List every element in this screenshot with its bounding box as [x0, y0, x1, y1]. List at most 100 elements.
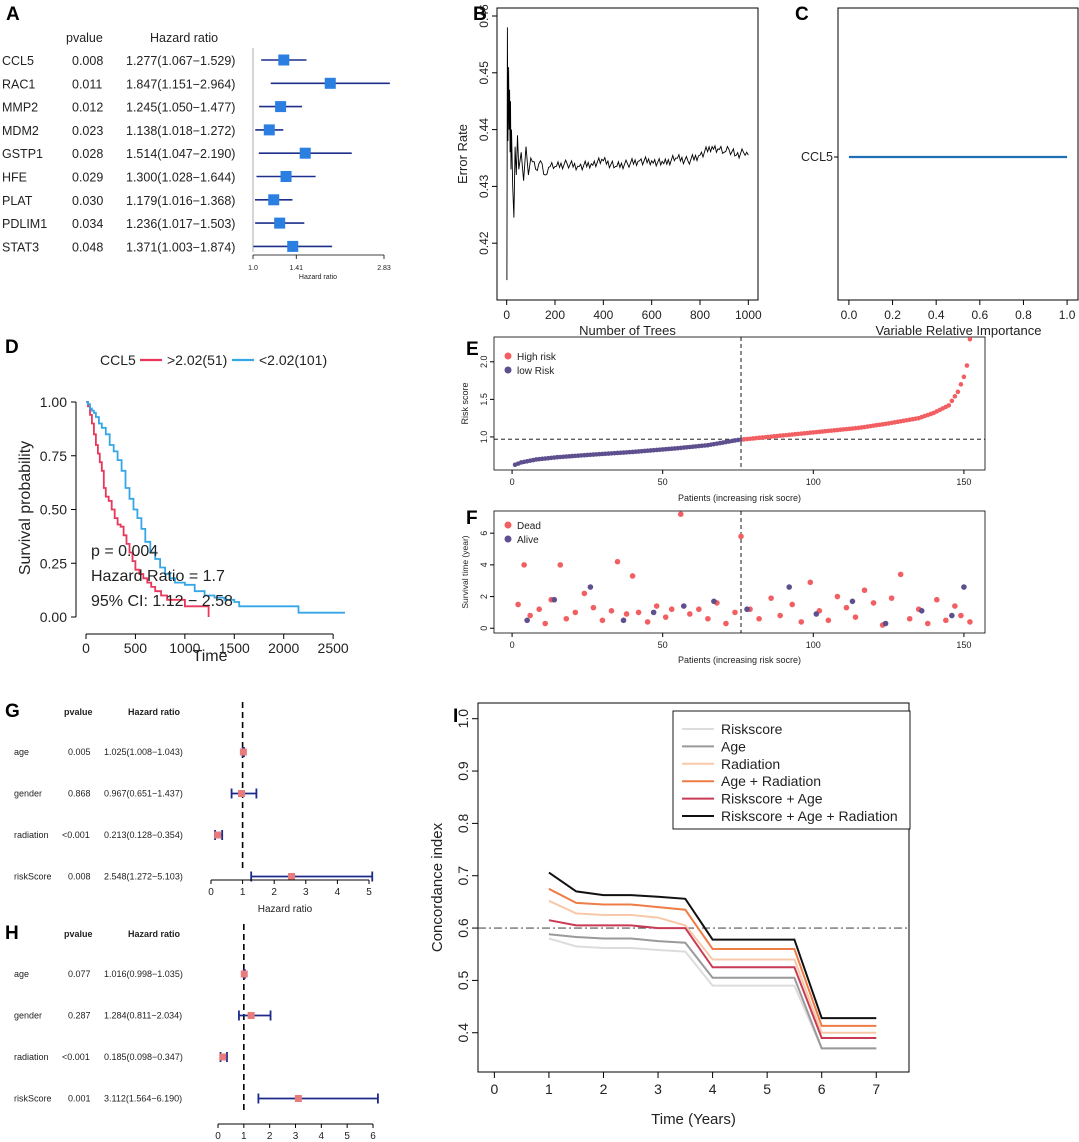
d-x-tick-label: 1500	[219, 640, 250, 656]
c-x-tick-label: 0.8	[1015, 308, 1032, 322]
i-y-tick-label: 0.6	[455, 918, 471, 938]
h-hr-header: Hazard ratio	[128, 929, 181, 939]
e-y-tick-label: 1.5	[479, 393, 489, 406]
h-x-tick-label: 4	[319, 1131, 325, 1142]
f-y-tick-label: 4	[479, 562, 489, 567]
a-row-label: MMP2	[2, 101, 38, 115]
d-x-tick-label: 2500	[318, 640, 349, 656]
f-dead-point	[834, 593, 841, 600]
i-y-tick-label: 0.9	[455, 761, 471, 781]
f-dead-point	[870, 600, 877, 606]
f-alive-point	[680, 603, 687, 609]
a-row-hr-text: 1.138(1.018−1.272)	[126, 124, 235, 138]
panel-letter-f: F	[466, 508, 478, 529]
i-series-line	[548, 887, 877, 1027]
panel-letter-e: E	[466, 339, 479, 360]
f-dead-point	[777, 612, 783, 619]
b-y-tick-label: 0.45	[477, 61, 491, 85]
e-x-tick-label: 100	[806, 477, 821, 487]
e-legend-label: low Risk	[517, 366, 555, 377]
i-x-tick-label: 1	[545, 1081, 553, 1097]
f-dead-point	[789, 601, 796, 608]
f-dead-point	[861, 587, 868, 594]
d-legend-label-low: <2.02(101)	[259, 352, 327, 368]
f-dead-point	[557, 562, 564, 568]
f-legend-label: Alive	[517, 535, 539, 546]
f-dead-point	[608, 608, 615, 614]
f-alive-point	[813, 611, 820, 617]
a-row-pvalue: 0.028	[72, 147, 103, 161]
f-alive-point	[551, 596, 558, 603]
d-annotation: p = 0.004	[91, 543, 158, 560]
i-y-tick-label: 1.0	[455, 709, 471, 729]
d-legend-label-high: >2.02(51)	[167, 352, 227, 368]
panel-letter-h: H	[5, 923, 19, 944]
g-row-label: gender	[14, 789, 42, 799]
h-row-pvalue: <0.001	[62, 1052, 90, 1062]
h-hr-marker	[247, 1012, 255, 1019]
e-risk-point	[949, 398, 955, 404]
g-x-tick-label: 0	[208, 887, 214, 898]
f-dead-point	[653, 603, 660, 609]
a-row-hr-text: 1.179(1.016−1.368)	[126, 194, 235, 208]
h-row-hr-text: 1.284(0.811−2.034)	[104, 1011, 182, 1021]
f-dead-point	[542, 620, 549, 627]
c-plot-frame	[837, 7, 1079, 301]
a-row-label: MDM2	[2, 124, 39, 138]
f-dead-point	[943, 617, 949, 624]
e-y-tick-label: 1.0	[479, 431, 489, 444]
e-x-tick-label: 150	[956, 477, 971, 487]
f-dead-point	[614, 558, 621, 565]
h-x-tick-label: 1	[241, 1131, 247, 1142]
f-dead-point	[705, 615, 711, 622]
panel-letter-g: G	[5, 701, 20, 722]
g-row-pvalue: 0.008	[68, 872, 91, 882]
c-x-axis-label: Variable Relative Importance	[876, 323, 1042, 338]
a-hr-marker	[263, 124, 275, 136]
a-row-pvalue: 0.023	[72, 124, 103, 138]
a-row-pvalue: 0.012	[72, 101, 103, 115]
g-x-axis-label: Hazard ratio	[258, 904, 313, 915]
d-annotation: 95% CI: 1.12 − 2.58	[91, 593, 233, 610]
a-hr-marker	[275, 101, 287, 113]
f-dead-point	[527, 612, 533, 619]
panel-letter-i: I	[453, 706, 458, 727]
g-x-tick-label: 5	[366, 887, 372, 898]
g-x-tick-label: 1	[240, 887, 246, 898]
f-alive-point	[744, 606, 750, 613]
a-row-label: GSTP1	[2, 147, 43, 161]
f-alive-point	[524, 617, 530, 624]
d-y-axis-label: Survival probability	[17, 441, 34, 575]
f-dead-point	[536, 606, 542, 613]
f-alive-point	[587, 584, 594, 590]
i-x-tick-label: 3	[654, 1081, 662, 1097]
b-x-tick-label: 800	[690, 308, 710, 322]
f-alive-point	[949, 612, 955, 619]
f-y-tick-label: 0	[479, 626, 489, 631]
i-x-tick-label: 0	[490, 1081, 498, 1097]
h-pvalue-header: pvalue	[64, 929, 93, 939]
f-dead-point	[888, 595, 895, 601]
f-legend-label: Dead	[517, 521, 541, 532]
a-hr-marker	[274, 217, 286, 229]
e-risk-point	[958, 382, 964, 387]
g-row-hr-text: 1.025(1.008−1.043)	[104, 747, 183, 757]
i-x-tick-label: 5	[763, 1081, 771, 1097]
i-x-axis-label: Time (Years)	[651, 1111, 736, 1128]
e-risk-point	[952, 394, 958, 399]
f-dead-point	[756, 615, 762, 622]
f-dead-point	[590, 604, 597, 611]
f-dead-point	[668, 606, 675, 613]
a-row-pvalue: 0.011	[72, 77, 102, 91]
g-x-tick-label: 4	[335, 887, 341, 898]
c-x-tick-label: 0.4	[928, 308, 945, 322]
a-row-hr-text: 1.277(1.067−1.529)	[126, 54, 235, 68]
f-dead-point	[515, 601, 521, 608]
f-x-tick-label: 150	[956, 640, 971, 650]
h-row-label: radiation	[14, 1052, 49, 1062]
a-row-label: PDLIM1	[2, 217, 47, 231]
f-dead-point	[952, 603, 958, 609]
d-x-tick-label: 2000	[268, 640, 299, 656]
e-legend-label: High risk	[517, 352, 557, 363]
f-dead-point	[958, 612, 964, 619]
